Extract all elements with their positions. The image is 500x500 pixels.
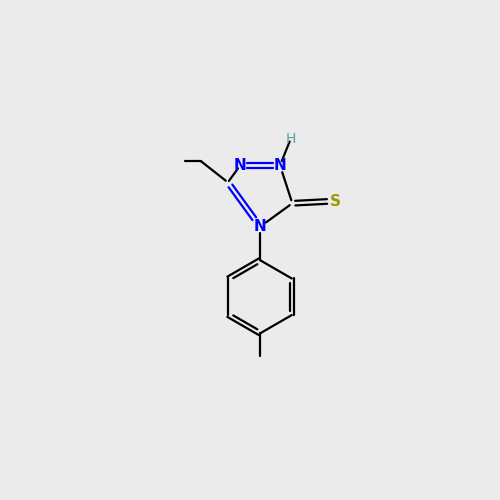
Text: H: H xyxy=(286,132,296,146)
Text: N: N xyxy=(274,158,286,173)
Text: S: S xyxy=(330,194,341,209)
Text: N: N xyxy=(254,219,266,234)
Text: N: N xyxy=(234,158,246,173)
